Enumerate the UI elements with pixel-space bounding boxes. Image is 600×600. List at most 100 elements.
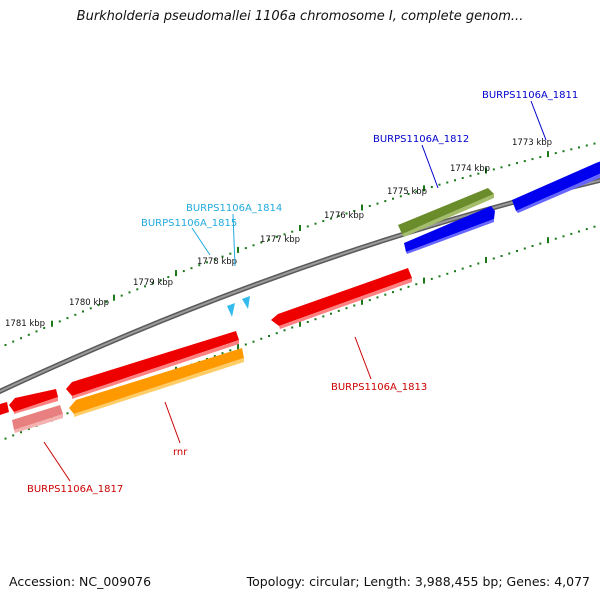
outer-tick-48 — [361, 204, 363, 211]
outer-tick-22 — [159, 279, 162, 282]
gene-arrow-rnr[interactable] — [69, 348, 244, 417]
inner-tick-33 — [244, 343, 247, 346]
kbp-label-1781: 1781 kbp — [5, 319, 45, 329]
gene-label-rnr[interactable]: rnr — [173, 447, 188, 458]
accession-text: Accession: NC_009076 — [9, 574, 152, 589]
outer-tick-49 — [368, 205, 371, 207]
gene-arrow-burps1106a-1812[interactable] — [398, 188, 494, 237]
outer-tick-24 — [175, 270, 177, 277]
outer-tick-43 — [322, 220, 325, 223]
inner-tick-69 — [523, 247, 526, 250]
gene-label-burps1106a-1817[interactable]: BURPS1106A_1817 — [27, 484, 123, 495]
gene-arrow-burps1106a-1813[interactable] — [271, 268, 412, 329]
outer-tick-45 — [337, 215, 340, 217]
kbp-label-1773: 1773 kbp — [512, 138, 552, 148]
gene-arrow-burps1106a-1811[interactable] — [512, 160, 600, 213]
outer-tick-33 — [244, 247, 247, 250]
outer-tick-72 — [547, 151, 549, 158]
inner-tick-58 — [438, 275, 441, 278]
outer-tick-63 — [477, 172, 480, 175]
gene-arrow-red-long[interactable] — [66, 331, 239, 399]
inner-tick-30 — [221, 352, 224, 355]
inner-tick-46 — [345, 307, 348, 310]
marker-burps1106a-1815[interactable] — [227, 303, 235, 317]
leader-1814 — [232, 213, 236, 267]
gene-label-burps1106a-1811[interactable]: BURPS1106A_1811 — [482, 90, 578, 101]
leader-1817 — [43, 441, 71, 482]
inner-tick-2 — [4, 437, 7, 440]
outer-tick-23 — [167, 276, 170, 279]
outer-tick-17 — [120, 294, 123, 297]
leader-rnr — [164, 401, 181, 444]
gene-label-burps1106a-1815[interactable]: BURPS1106A_1815 — [141, 218, 237, 229]
inner-tick-10 — [66, 412, 69, 415]
outer-tick-75 — [570, 148, 573, 151]
inner-tick-57 — [430, 277, 433, 280]
inner-tick-53 — [399, 288, 402, 291]
inner-tick-56 — [423, 277, 425, 284]
outer-tick-28 — [206, 261, 208, 264]
outer-tick-54 — [407, 193, 410, 195]
gene-arrow-blue-lower[interactable] — [404, 206, 495, 254]
outer-tick-44 — [330, 217, 332, 220]
outer-tick-51 — [384, 200, 387, 203]
outer-tick-10 — [66, 317, 69, 320]
inner-tick-67 — [508, 252, 511, 255]
gene-label-burps1106a-1814[interactable]: BURPS1106A_1814 — [186, 203, 282, 214]
outer-tick-56 — [423, 185, 425, 192]
outer-tick-7 — [43, 327, 46, 329]
inner-tick-77 — [585, 228, 588, 231]
inner-tick-45 — [337, 309, 340, 312]
leader-1813 — [354, 336, 372, 380]
gene-arrow-red-edge[interactable] — [0, 402, 9, 415]
outer-tick-61 — [461, 177, 464, 179]
marker-burps1106a-1814[interactable] — [242, 296, 250, 309]
inner-tick-40 — [299, 320, 301, 327]
outer-tick-58 — [438, 183, 441, 186]
inner-tick-66 — [500, 255, 503, 257]
gene-label-burps1106a-1812[interactable]: BURPS1106A_1812 — [373, 134, 469, 145]
outer-tick-65 — [492, 168, 495, 171]
inner-tick-42 — [314, 318, 317, 321]
kbp-labels: 1773 kbp 1774 kbp 1775 kbp 1776 kbp 1777… — [5, 138, 552, 329]
outer-tick-13 — [89, 307, 92, 310]
inner-tick-37 — [275, 332, 278, 335]
outer-tick-53 — [399, 195, 402, 198]
gene-arrow-burps1106a-1817[interactable] — [9, 389, 58, 414]
leader-1811 — [530, 100, 547, 141]
outer-tick-50 — [376, 202, 379, 205]
inner-tick-52 — [392, 291, 394, 294]
inner-tick-74 — [562, 235, 565, 238]
outer-tick-40 — [299, 225, 301, 231]
leader-1815 — [191, 227, 211, 256]
outer-tick-76 — [578, 146, 580, 149]
outer-tick-68 — [516, 162, 518, 165]
inner-tick-54 — [407, 285, 410, 288]
outer-tick-35 — [260, 241, 263, 244]
inner-tick-60 — [454, 270, 456, 273]
inner-tick-31 — [229, 349, 232, 352]
inner-tick-48 — [361, 298, 363, 305]
inner-tick-59 — [446, 272, 449, 275]
outer-tick-64 — [485, 167, 487, 174]
outer-tick-78 — [593, 142, 596, 145]
kbp-label-1776: 1776 kbp — [324, 211, 364, 221]
outer-tick-62 — [469, 174, 472, 177]
gene-label-burps1106a-1813[interactable]: BURPS1106A_1813 — [331, 382, 427, 393]
outer-tick-70 — [531, 158, 534, 161]
outer-tick-74 — [562, 150, 565, 153]
inner-tick-49 — [368, 299, 371, 302]
outer-tick-2 — [4, 344, 7, 346]
gene-arrow-pink[interactable] — [12, 405, 63, 433]
inner-tick-39 — [291, 326, 294, 329]
map-title: Burkholderia pseudomallei 1106a chromoso… — [76, 9, 524, 24]
leader-lines — [43, 100, 547, 482]
inner-tick-29 — [213, 355, 216, 358]
summary-text: Topology: circular; Length: 3,988,455 bp… — [246, 574, 590, 589]
outer-tick-46 — [345, 212, 348, 215]
inner-tick-76 — [578, 230, 580, 233]
kbp-label-1779: 1779 kbp — [133, 278, 173, 288]
outer-tick-39 — [291, 230, 294, 233]
outer-tick-27 — [198, 264, 201, 267]
